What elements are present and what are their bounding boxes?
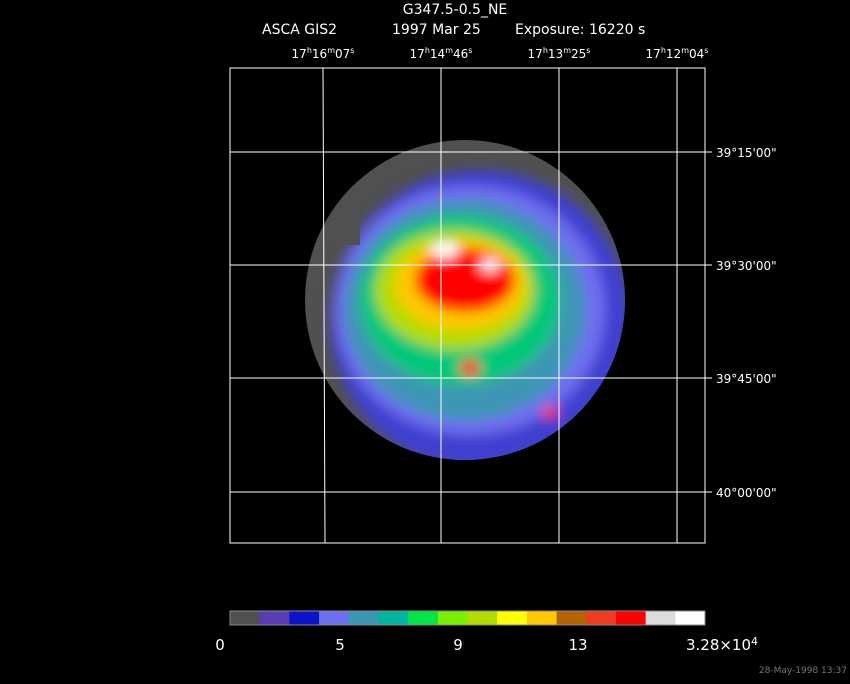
- superscript: h: [543, 46, 548, 55]
- colorbar-segment: [556, 611, 587, 625]
- grid-line: [322, 67, 326, 544]
- text-part: 12: [666, 47, 681, 61]
- tick-label: 9: [453, 636, 463, 654]
- text-part: 46: [453, 47, 468, 61]
- superscript: 4: [751, 635, 758, 648]
- colorbar-segment: [615, 611, 647, 625]
- text-part: 07: [335, 47, 350, 61]
- text-part: 25: [571, 47, 586, 61]
- text-part: 5: [335, 636, 345, 654]
- text-part: 9: [453, 636, 463, 654]
- tick-label: 17h13m25s: [528, 46, 591, 61]
- text-part: 16: [312, 47, 327, 61]
- dec-label: 39°45'00": [716, 372, 777, 386]
- superscript: m: [563, 46, 571, 55]
- colorbar-segment: [645, 611, 676, 625]
- superscript: m: [681, 46, 689, 55]
- superscript: h: [307, 46, 312, 55]
- colorbar-segment: [437, 611, 468, 625]
- instrument: ASCA GIS2: [262, 22, 337, 38]
- colorbar-segment: [259, 611, 290, 625]
- superscript: h: [661, 46, 666, 55]
- colorbar-segment: [230, 611, 261, 625]
- tick-label: 0: [215, 636, 225, 654]
- text-part: 13: [548, 47, 563, 61]
- text-part: 13: [568, 636, 587, 654]
- superscript: s: [350, 46, 354, 55]
- colorbar-segment: [378, 611, 409, 625]
- exposure: Exposure: 16220 s: [515, 22, 645, 38]
- text-part: 17: [410, 47, 425, 61]
- colorbar-segment: [319, 611, 350, 625]
- tick-label: 17h16m07s: [292, 46, 355, 61]
- superscript: m: [327, 46, 335, 55]
- text-part: 17: [292, 47, 307, 61]
- tick-label: 3.28×104: [686, 635, 758, 654]
- dec-label: 40°00'00": [716, 486, 777, 500]
- text-part: 17: [646, 47, 661, 61]
- superscript: h: [425, 46, 430, 55]
- tick-label: 13: [568, 636, 587, 654]
- text-part: 04: [689, 47, 704, 61]
- text-part: 0: [215, 636, 225, 654]
- colorbar-segment: [408, 611, 439, 625]
- text-part: 3.28×10: [686, 636, 751, 654]
- dec-label: 39°15'00": [716, 146, 777, 160]
- text-part: 14: [430, 47, 445, 61]
- tick-label: 17h12m04s: [646, 46, 709, 61]
- dec-label: 39°30'00": [716, 259, 777, 273]
- timestamp: 28-May-1998 13:37: [759, 666, 847, 676]
- superscript: s: [704, 46, 708, 55]
- tick-label: 5: [335, 636, 345, 654]
- superscript: m: [445, 46, 453, 55]
- text-part: 17: [528, 47, 543, 61]
- obs-date: 1997 Mar 25: [392, 22, 481, 38]
- colorbar-segment: [348, 611, 379, 625]
- colorbar-frame: [229, 610, 706, 626]
- colorbar-segment: [675, 611, 706, 625]
- frame: [229, 67, 706, 544]
- colorbar-segment: [289, 611, 320, 625]
- superscript: s: [586, 46, 590, 55]
- colorbar-segment: [467, 611, 498, 625]
- sky-image: [305, 140, 625, 460]
- colorbar-segment: [586, 611, 617, 625]
- tick-label: 17h14m46s: [410, 46, 473, 61]
- colorbar-segment: [526, 611, 558, 625]
- colorbar-segment: [497, 611, 528, 625]
- superscript: s: [468, 46, 472, 55]
- title: G347.5-0.5_NE: [403, 2, 508, 18]
